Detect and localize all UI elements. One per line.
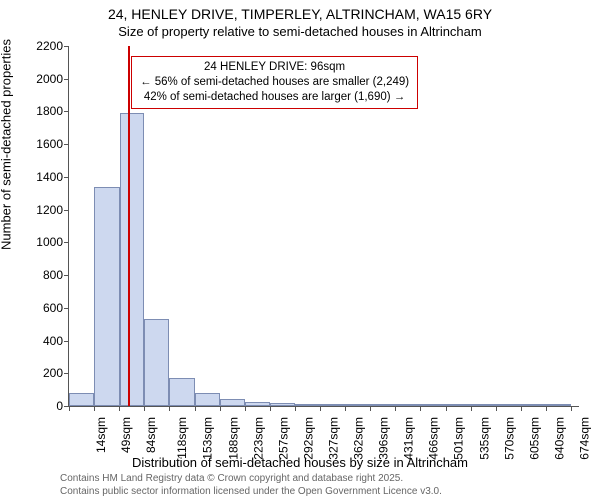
y-tick (64, 275, 69, 276)
histogram-bar (471, 404, 496, 406)
y-tick (64, 242, 69, 243)
info-box-line: 24 HENLEY DRIVE: 96sqm (140, 60, 409, 75)
x-tick (94, 406, 95, 411)
x-tick-label: 501sqm (452, 417, 466, 460)
y-tick-label: 2200 (36, 39, 63, 53)
y-tick-label: 800 (43, 268, 63, 282)
credit-line-1: Contains HM Land Registry data © Crown c… (60, 473, 442, 486)
y-tick-label: 0 (56, 399, 63, 413)
x-tick-label: 292sqm (302, 417, 316, 460)
histogram-bar (169, 378, 194, 406)
y-axis-label: Number of semi-detached properties (0, 39, 14, 250)
x-tick (446, 406, 447, 411)
chart-title-sub: Size of property relative to semi-detach… (0, 24, 600, 39)
histogram-bar (195, 393, 220, 406)
histogram-bar (546, 404, 571, 406)
y-tick (64, 373, 69, 374)
chart-title-main: 24, HENLEY DRIVE, TIMPERLEY, ALTRINCHAM,… (0, 6, 600, 22)
info-box-line: ← 56% of semi-detached houses are smalle… (140, 75, 409, 90)
plot-area: 0200400600800100012001400160018002000220… (68, 46, 579, 407)
x-tick (270, 406, 271, 411)
y-tick (64, 79, 69, 80)
y-tick-label: 2000 (36, 72, 63, 86)
info-box-line: 42% of semi-detached houses are larger (… (140, 90, 409, 105)
x-tick-label: 535sqm (477, 417, 491, 460)
x-tick (245, 406, 246, 411)
x-tick (295, 406, 296, 411)
histogram-bar (94, 187, 119, 406)
x-tick-label: 466sqm (427, 417, 441, 460)
histogram-bar (295, 404, 320, 406)
x-tick (320, 406, 321, 411)
x-tick-label: 84sqm (144, 417, 158, 453)
histogram-bar (120, 113, 145, 406)
histogram-bar (370, 404, 395, 406)
y-tick-label: 600 (43, 301, 63, 315)
x-tick-label: 362sqm (352, 417, 366, 460)
histogram-bar (521, 404, 546, 406)
x-tick (220, 406, 221, 411)
x-tick-label: 223sqm (251, 417, 265, 460)
x-tick-label: 188sqm (226, 417, 240, 460)
histogram-bar (220, 399, 245, 406)
x-tick (144, 406, 145, 411)
x-tick (169, 406, 170, 411)
y-tick-label: 1200 (36, 203, 63, 217)
x-axis-label: Distribution of semi-detached houses by … (0, 455, 600, 470)
chart-container: 24, HENLEY DRIVE, TIMPERLEY, ALTRINCHAM,… (0, 0, 600, 500)
histogram-bar (496, 404, 521, 406)
x-tick (119, 406, 120, 411)
x-tick-label: 257sqm (276, 417, 290, 460)
histogram-bar (270, 403, 295, 406)
credit-line-2: Contains public sector information licen… (60, 486, 442, 499)
x-tick-label: 570sqm (502, 417, 516, 460)
info-box: 24 HENLEY DRIVE: 96sqm← 56% of semi-deta… (131, 56, 418, 109)
x-tick-label: 431sqm (402, 417, 416, 460)
histogram-bar (69, 393, 94, 406)
y-tick-label: 1800 (36, 104, 63, 118)
histogram-bar (320, 404, 345, 406)
x-tick-label: 327sqm (327, 417, 341, 460)
x-tick (521, 406, 522, 411)
y-tick (64, 341, 69, 342)
y-tick (64, 144, 69, 145)
y-tick-label: 1600 (36, 137, 63, 151)
x-tick (420, 406, 421, 411)
credit-text: Contains HM Land Registry data © Crown c… (60, 473, 442, 498)
histogram-bar (345, 404, 370, 406)
x-tick (195, 406, 196, 411)
x-tick (546, 406, 547, 411)
reference-line (128, 46, 130, 406)
x-tick (345, 406, 346, 411)
y-tick-label: 1000 (36, 235, 63, 249)
histogram-bar (245, 402, 270, 406)
x-tick (69, 406, 70, 411)
x-tick-label: 605sqm (527, 417, 541, 460)
y-tick (64, 177, 69, 178)
histogram-bar (396, 404, 421, 406)
x-tick (395, 406, 396, 411)
x-tick (370, 406, 371, 411)
x-tick (571, 406, 572, 411)
x-tick-label: 153sqm (201, 417, 215, 460)
y-tick (64, 111, 69, 112)
x-tick-label: 674sqm (578, 417, 592, 460)
x-tick-label: 49sqm (119, 417, 133, 453)
histogram-bar (445, 404, 470, 406)
y-tick (64, 210, 69, 211)
x-tick-label: 396sqm (377, 417, 391, 460)
histogram-bar (421, 404, 446, 406)
x-tick (471, 406, 472, 411)
y-tick-label: 1400 (36, 170, 63, 184)
histogram-bar (144, 319, 169, 406)
y-tick (64, 308, 69, 309)
x-tick-label: 14sqm (94, 417, 108, 453)
y-tick (64, 46, 69, 47)
y-tick-label: 200 (43, 366, 63, 380)
x-tick (496, 406, 497, 411)
x-tick-label: 118sqm (175, 417, 189, 459)
y-tick-label: 400 (43, 334, 63, 348)
x-tick-label: 640sqm (553, 417, 567, 460)
